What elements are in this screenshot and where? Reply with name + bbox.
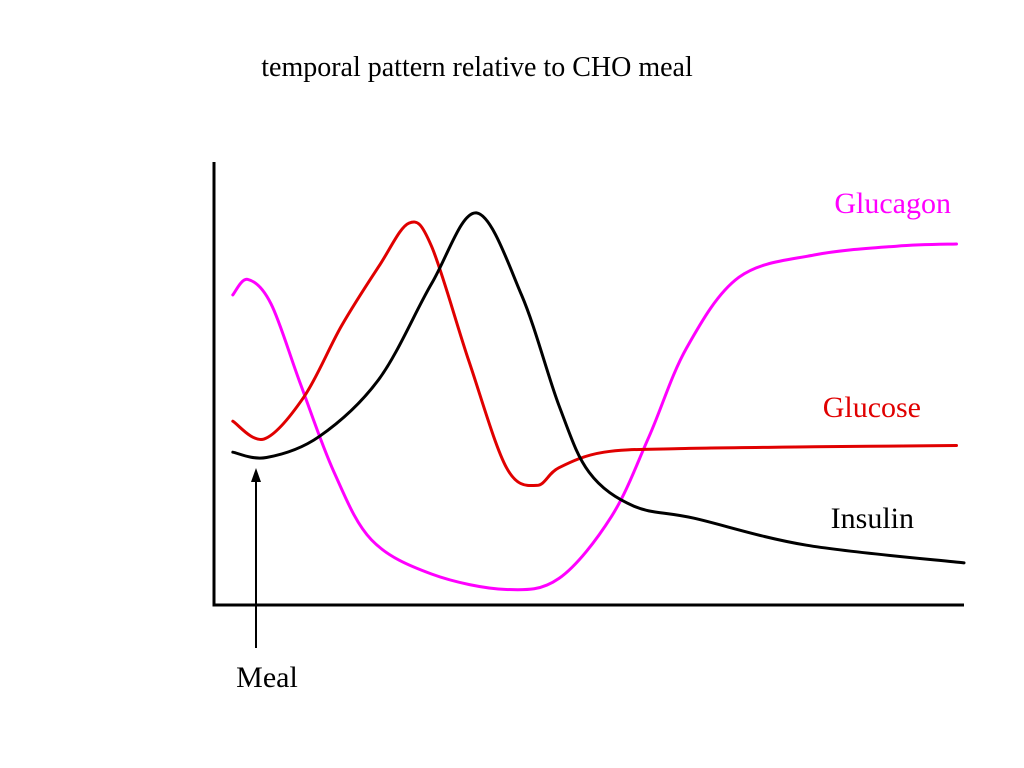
series-line-glucose — [231, 220, 958, 488]
chart-title: temporal pattern relative to CHO meal — [261, 52, 693, 83]
series-line-insulin — [231, 211, 966, 565]
series-label-glucose: Glucose — [823, 391, 921, 424]
series-label-glucagon: Glucagon — [834, 187, 951, 220]
series-label-insulin: Insulin — [831, 502, 914, 535]
series-line-glucagon — [231, 242, 958, 592]
meal-label: Meal — [236, 661, 298, 694]
meal-arrow-head — [251, 468, 261, 482]
meal-annotation: Meal — [236, 468, 298, 694]
